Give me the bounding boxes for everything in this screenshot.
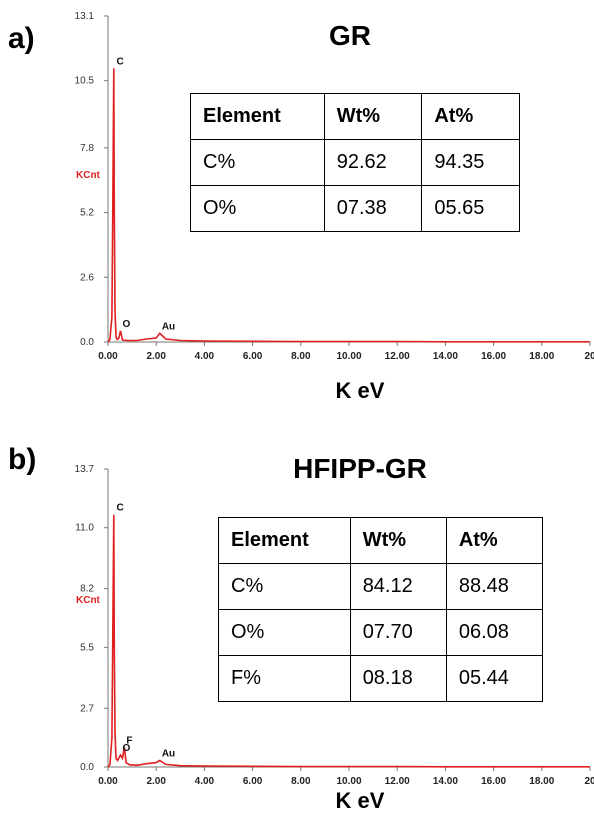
- y-tick-label: 2.6: [80, 272, 94, 283]
- x-tick-label: 16.00: [481, 351, 506, 362]
- composition-table-a: Element Wt% At% C% 92.62 94.35 O% 07.38 05.65: [190, 93, 520, 232]
- y-tick-label: 11.0: [75, 523, 94, 534]
- table-cell: 06.08: [445, 609, 544, 656]
- spectrum-plot-b: 0.0 2.7 5.5 8.2 11.0 13.7 0.00 2.00 4.00 6.00 8.00…: [75, 464, 594, 787]
- x-axis-label-b: K eV: [335, 788, 385, 813]
- y-tick-label: 10.5: [75, 76, 95, 87]
- x-tick-label: 14.00: [433, 351, 458, 362]
- x-tick-label: 20: [584, 351, 594, 362]
- x-tick-label: 12.00: [385, 776, 410, 787]
- x-tick-label: 18.00: [529, 351, 554, 362]
- table-header-cell: Element: [218, 517, 351, 564]
- spectrum-line: [107, 68, 590, 343]
- table-cell: 07.70: [349, 609, 447, 656]
- table-header-row: Element Wt% At%: [218, 517, 544, 564]
- table-cell: 07.38: [323, 185, 423, 232]
- table-cell: 05.44: [445, 655, 544, 702]
- peak-label-o: O: [123, 319, 131, 330]
- table-row: F% 08.18 05.44: [218, 655, 544, 702]
- table-cell: C%: [218, 563, 351, 610]
- x-tick-label: 10.00: [336, 351, 361, 362]
- panel-b: 0.0 2.7 5.5 8.2 11.0 13.7 0.00 2.00 4.00 6.00 8.00…: [0, 413, 594, 826]
- chart-title-a: GR: [329, 20, 371, 51]
- table-header-cell: At%: [421, 93, 520, 140]
- x-tick-label: 18.00: [529, 776, 554, 787]
- table-cell: O%: [218, 609, 351, 656]
- y-axis-label: KCnt: [76, 595, 101, 606]
- table-cell: 08.18: [349, 655, 447, 702]
- table-header-cell: Element: [190, 93, 325, 140]
- table-cell: 92.62: [323, 139, 423, 186]
- x-tick-label: 0.00: [98, 351, 118, 362]
- x-tick-label: 14.00: [433, 776, 458, 787]
- chart-title-b: HFIPP-GR: [293, 453, 427, 484]
- panel-a: 0.0 2.6 5.2 7.8 10.5 13.1 0.00 2.00 4.00 6.00 8.00…: [8, 11, 594, 403]
- x-axis-label-a: K eV: [335, 378, 385, 403]
- table-cell: O%: [190, 185, 325, 232]
- x-tick-label: 12.00: [385, 351, 410, 362]
- table-cell: F%: [218, 655, 351, 702]
- y-axis-label: KCnt: [76, 170, 101, 181]
- composition-table-b: Element Wt% At% C% 84.12 88.48 O% 07.70 06.08 F% 0…: [218, 517, 544, 702]
- peak-label-au: Au: [162, 748, 175, 759]
- y-tick-label: 0.0: [80, 762, 94, 773]
- x-tick-label: 20: [584, 776, 594, 787]
- table-cell: 05.65: [421, 185, 520, 232]
- y-tick-label: 13.1: [75, 11, 95, 22]
- table-header-cell: At%: [445, 517, 544, 564]
- table-cell: 84.12: [349, 563, 447, 610]
- x-tick-label: 0.00: [98, 776, 118, 787]
- table-row: C% 92.62 94.35: [190, 139, 520, 186]
- panel-label-b: b): [8, 443, 37, 476]
- table-cell: C%: [190, 139, 325, 186]
- y-tick-label: 0.0: [80, 337, 94, 348]
- peak-label-f: F: [126, 735, 132, 746]
- x-tick-label: 2.00: [146, 351, 166, 362]
- x-tick-label: 16.00: [481, 776, 506, 787]
- table-row: O% 07.70 06.08: [218, 609, 544, 656]
- panel-label-a: a): [8, 22, 35, 55]
- y-tick-label: 5.2: [80, 208, 94, 219]
- y-tick-label: 5.5: [80, 642, 94, 653]
- table-header-cell: Wt%: [323, 93, 423, 140]
- table-header-cell: Wt%: [349, 517, 447, 564]
- peak-label-au: Au: [162, 321, 175, 332]
- table-cell: 88.48: [445, 563, 544, 610]
- table-row: O% 07.38 05.65: [190, 185, 520, 232]
- table-row: C% 84.12 88.48: [218, 563, 544, 610]
- x-tick-label: 6.00: [243, 351, 263, 362]
- y-tick-label: 2.7: [80, 703, 94, 714]
- y-tick-label: 13.7: [75, 464, 95, 475]
- y-tick-label: 8.2: [80, 584, 94, 595]
- x-tick-label: 4.00: [195, 351, 215, 362]
- peak-label-o: O: [123, 743, 131, 754]
- x-tick-label: 4.00: [195, 776, 215, 787]
- spectrum-line: [107, 514, 590, 768]
- y-tick-label: 7.8: [80, 143, 94, 154]
- peak-label-c: C: [117, 56, 124, 67]
- x-tick-label: 8.00: [291, 351, 311, 362]
- x-tick-label: 6.00: [243, 776, 263, 787]
- peak-label-c: C: [117, 503, 124, 514]
- x-tick-label: 2.00: [146, 776, 166, 787]
- table-cell: 94.35: [421, 139, 520, 186]
- x-tick-label: 10.00: [336, 776, 361, 787]
- table-header-row: Element Wt% At%: [190, 93, 520, 140]
- spectrum-plot-a: 0.0 2.6 5.2 7.8 10.5 13.1 0.00 2.00 4.00 6.00 8.00…: [75, 11, 594, 362]
- x-tick-label: 8.00: [291, 776, 311, 787]
